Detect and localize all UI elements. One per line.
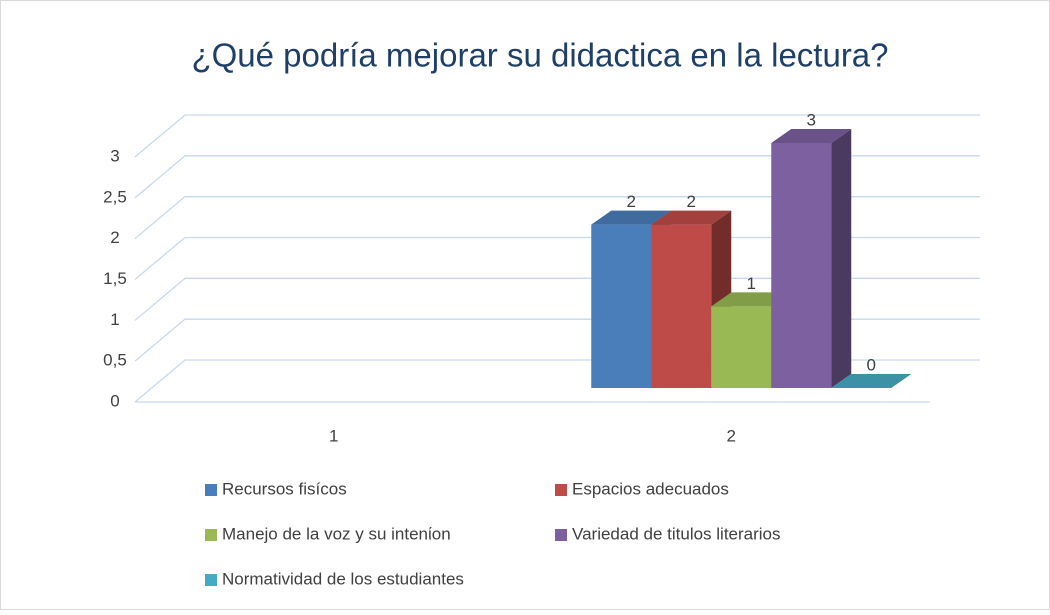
legend-label: Espacios adecuados (572, 479, 729, 498)
data-label: 0 (867, 355, 876, 374)
legend-label: Variedad de titulos literarios (572, 524, 781, 543)
y-tick-label: 1 (110, 310, 119, 329)
legend-swatch (555, 529, 567, 541)
y-tick-label: 0 (110, 391, 119, 410)
bar-face (831, 129, 852, 388)
legend-swatch (555, 484, 567, 496)
data-label: 2 (627, 192, 636, 211)
y-tick-label: 2,5 (103, 187, 127, 206)
grid-line (134, 155, 980, 199)
y-tick-label: 0,5 (103, 351, 127, 370)
x-tick-label: 2 (727, 426, 736, 445)
y-tick-label: 3 (110, 146, 119, 165)
bar-face (651, 210, 732, 225)
bar (771, 129, 852, 388)
y-tick-label: 1,5 (103, 269, 127, 288)
x-tick-label: 1 (329, 426, 338, 445)
data-label: 1 (747, 274, 756, 293)
legend-swatch (205, 529, 217, 541)
data-label: 3 (807, 110, 816, 129)
legend-label: Manejo de la voz y su intenίon (222, 524, 451, 543)
legend-label: Normatividad de los estudiantes (222, 569, 464, 588)
bar-face (771, 129, 852, 143)
grid-line (134, 114, 980, 158)
legend-swatch (205, 574, 217, 586)
chart-title: ¿Qué podría mejorar su didactica en la l… (191, 37, 888, 74)
data-label: 2 (687, 192, 696, 211)
bar-face (771, 143, 832, 388)
y-tick-label: 2 (110, 228, 119, 247)
bar (831, 374, 912, 388)
bar-face (591, 224, 652, 388)
bar-face (651, 224, 712, 388)
legend-label: Recursos fisícos (222, 479, 347, 498)
grid-line (134, 196, 980, 240)
bar-face (711, 306, 772, 388)
bar-face (591, 210, 672, 225)
legend-swatch (205, 484, 217, 496)
bar-face (831, 374, 912, 388)
